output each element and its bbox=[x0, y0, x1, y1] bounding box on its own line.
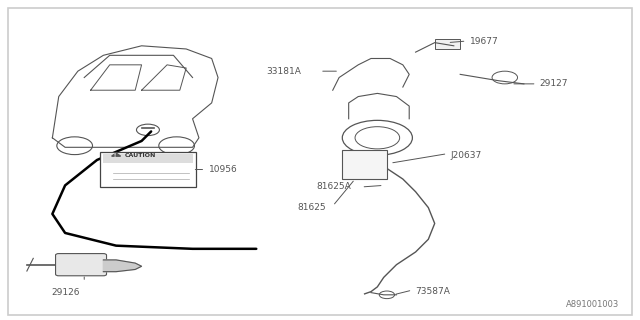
Polygon shape bbox=[111, 153, 120, 156]
Text: 81625: 81625 bbox=[298, 203, 326, 212]
Text: A891001003: A891001003 bbox=[566, 300, 620, 309]
Text: 19677: 19677 bbox=[470, 36, 499, 45]
Bar bbox=[103, 154, 193, 163]
Text: 73587A: 73587A bbox=[415, 287, 451, 296]
Text: 81625A: 81625A bbox=[317, 182, 351, 191]
FancyBboxPatch shape bbox=[56, 253, 106, 276]
Text: J20637: J20637 bbox=[451, 151, 482, 160]
Bar bbox=[435, 39, 460, 49]
Polygon shape bbox=[103, 260, 141, 272]
Text: !: ! bbox=[114, 153, 116, 158]
Text: 10956: 10956 bbox=[209, 165, 237, 174]
Text: 29127: 29127 bbox=[540, 79, 568, 88]
Text: 29126: 29126 bbox=[51, 288, 79, 298]
Bar bbox=[342, 150, 387, 179]
Text: CAUTION: CAUTION bbox=[124, 153, 156, 158]
Text: 33181A: 33181A bbox=[266, 67, 301, 76]
FancyBboxPatch shape bbox=[100, 152, 196, 187]
